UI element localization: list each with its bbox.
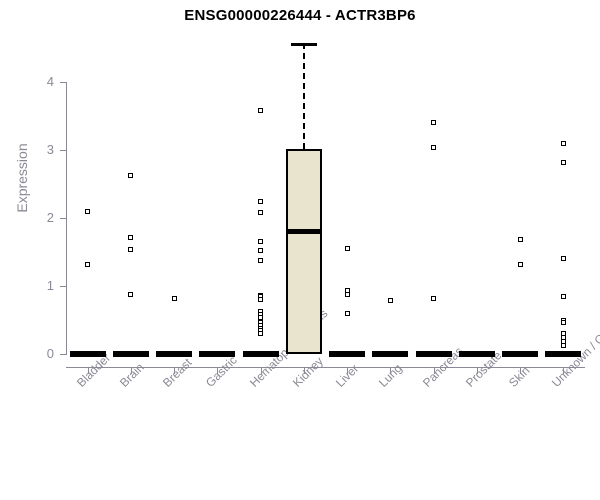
box-liver bbox=[329, 351, 366, 357]
box-prostate bbox=[458, 351, 495, 357]
box-breast bbox=[156, 351, 193, 357]
outlier-point bbox=[128, 235, 134, 241]
x-tick-mark bbox=[520, 367, 521, 374]
outlier-point bbox=[85, 208, 91, 214]
x-tick-mark bbox=[347, 367, 348, 374]
median-line bbox=[285, 229, 322, 235]
box-bladder bbox=[69, 351, 106, 357]
box-brain bbox=[112, 351, 149, 357]
x-tick-label: Brain bbox=[116, 360, 147, 390]
outlier-point bbox=[431, 120, 437, 126]
outlier-point bbox=[517, 236, 523, 242]
x-tick-mark bbox=[261, 367, 262, 374]
outlier-point bbox=[128, 172, 134, 178]
box-unknown-other bbox=[545, 351, 582, 357]
x-axis-line bbox=[66, 367, 585, 368]
outlier-point bbox=[258, 199, 264, 205]
outlier-point bbox=[560, 343, 566, 349]
y-tick-mark bbox=[60, 218, 67, 219]
outlier-point bbox=[560, 320, 566, 326]
outlier-point bbox=[258, 257, 264, 263]
outlier-point bbox=[344, 246, 350, 252]
outlier-point bbox=[560, 293, 566, 299]
outlier-point bbox=[560, 160, 566, 166]
x-tick-mark bbox=[304, 367, 305, 374]
box-hematopoietic-cells bbox=[242, 351, 279, 357]
box-pancreas bbox=[415, 351, 452, 357]
outlier-point bbox=[128, 292, 134, 298]
x-tick-mark bbox=[434, 367, 435, 374]
x-tick-mark bbox=[88, 367, 89, 374]
outlier-point bbox=[258, 108, 264, 114]
y-tick-label: 4 bbox=[46, 74, 54, 89]
outlier-point bbox=[258, 210, 264, 216]
outlier-point bbox=[258, 314, 264, 320]
outlier-point bbox=[344, 292, 350, 298]
outlier-point bbox=[258, 331, 264, 337]
box-lung bbox=[372, 351, 409, 357]
x-tick-mark bbox=[390, 367, 391, 374]
page-title: ENSG00000226444 - ACTR3BP6 bbox=[184, 7, 416, 24]
x-tick-mark bbox=[131, 367, 132, 374]
y-tick-mark bbox=[60, 82, 67, 83]
outlier-point bbox=[128, 247, 134, 253]
outlier-point bbox=[560, 256, 566, 262]
x-tick-label: Kidney bbox=[289, 354, 326, 390]
outlier-point bbox=[85, 261, 91, 267]
outlier-point bbox=[431, 295, 437, 301]
outlier-point bbox=[344, 311, 350, 317]
outlier-point bbox=[517, 261, 523, 267]
y-tick-mark bbox=[60, 286, 67, 287]
box-kidney bbox=[285, 148, 322, 354]
outlier-point bbox=[387, 298, 393, 304]
outlier-point bbox=[258, 238, 264, 244]
x-tick-mark bbox=[477, 367, 478, 374]
x-tick-mark bbox=[563, 367, 564, 374]
x-tick-label: Breast bbox=[160, 355, 195, 390]
x-tick-mark bbox=[174, 367, 175, 374]
x-tick-mark bbox=[217, 367, 218, 374]
y-tick-label: 0 bbox=[46, 346, 54, 361]
x-tick-label: Lung bbox=[376, 361, 406, 390]
box-skin bbox=[502, 351, 539, 357]
outlier-point bbox=[258, 297, 264, 303]
outlier-point bbox=[431, 145, 437, 151]
y-tick-label: 2 bbox=[46, 210, 54, 225]
x-tick-label: Gastric bbox=[203, 353, 241, 390]
box-gastric bbox=[199, 351, 236, 357]
y-tick-label: 3 bbox=[46, 142, 54, 157]
x-tick-label: Liver bbox=[333, 361, 362, 390]
outlier-point bbox=[258, 248, 264, 254]
y-tick-label: 1 bbox=[46, 278, 54, 293]
y-tick-mark bbox=[60, 354, 67, 355]
whisker-upper bbox=[302, 43, 305, 149]
y-tick-mark bbox=[60, 150, 67, 151]
outlier-point bbox=[171, 296, 177, 302]
whisker-cap-upper bbox=[290, 43, 317, 47]
outlier-point bbox=[560, 141, 566, 147]
